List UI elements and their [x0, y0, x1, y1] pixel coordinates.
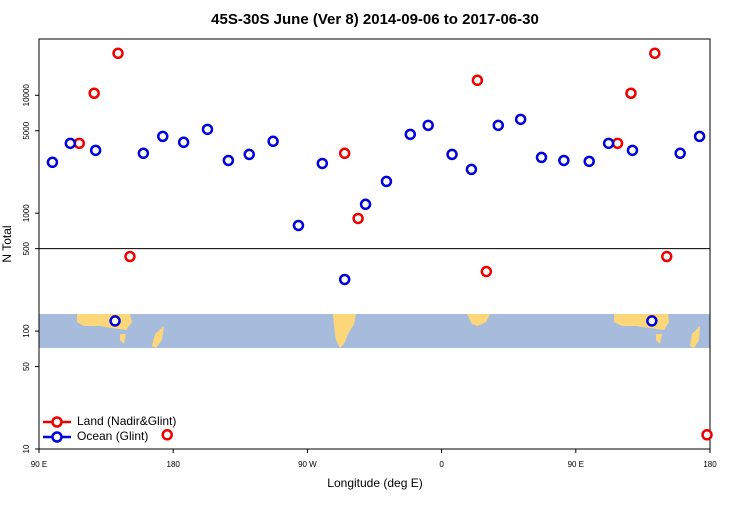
point: [64, 137, 77, 150]
point: [465, 163, 478, 176]
point: [201, 123, 214, 136]
x-axis-label: Longitude (deg E): [327, 476, 422, 490]
y-tick-label: 50: [22, 362, 31, 371]
point: [625, 87, 637, 100]
point: [267, 135, 279, 148]
point: [359, 198, 372, 211]
point: [404, 128, 417, 141]
point: [338, 147, 351, 160]
point: [602, 137, 615, 150]
x-tick-label: 0: [439, 460, 444, 469]
legend-label: Ocean (Glint): [77, 429, 148, 443]
point: [243, 148, 255, 161]
point: [661, 250, 673, 263]
point: [471, 74, 484, 87]
point: [514, 113, 527, 126]
legend-marker: [51, 416, 63, 428]
point: [535, 151, 548, 164]
legend-label: Land (Nadir&Glint): [77, 414, 176, 428]
point: [161, 429, 173, 441]
y-tick-label: 500: [22, 241, 31, 255]
y-tick-label: 1000: [22, 204, 31, 222]
point: [492, 119, 505, 132]
x-tick-label: 90 E: [568, 460, 584, 469]
point: [558, 154, 570, 167]
chart-title: 45S-30S June (Ver 8) 2014-09-06 to 2017-…: [211, 11, 539, 28]
y-tick-label: 100: [22, 324, 31, 338]
point: [446, 148, 458, 161]
point: [693, 130, 706, 143]
y-tick-label: 5000: [22, 121, 31, 139]
point: [137, 147, 150, 160]
plot-frame: [38, 38, 711, 450]
point: [73, 137, 86, 150]
point: [611, 137, 624, 150]
y-axis-label: N Total: [0, 225, 14, 262]
point: [89, 144, 102, 157]
map-strip: [39, 314, 710, 348]
point: [157, 130, 169, 143]
point: [422, 119, 434, 132]
point: [316, 157, 329, 170]
y-tick-label: 10: [22, 444, 31, 453]
point: [646, 315, 658, 327]
point: [177, 136, 190, 149]
point: [338, 273, 351, 286]
y-tick-label: 10000: [22, 84, 31, 107]
point: [380, 175, 393, 188]
point: [626, 144, 639, 157]
point: [46, 156, 59, 169]
point: [649, 47, 661, 60]
point: [124, 250, 136, 263]
x-tick-label: 90 E: [31, 460, 47, 469]
point: [112, 47, 124, 60]
point: [222, 154, 235, 167]
x-tick-label: 180: [167, 460, 181, 469]
point: [88, 87, 100, 100]
point: [352, 212, 364, 225]
point: [674, 147, 686, 160]
point: [583, 155, 595, 168]
point: [701, 429, 713, 441]
x-tick-label: 90 W: [298, 460, 317, 469]
legend-marker: [51, 431, 63, 443]
point: [292, 219, 305, 232]
x-tick-label: 180: [703, 460, 717, 469]
point: [480, 265, 493, 278]
point: [109, 315, 121, 327]
